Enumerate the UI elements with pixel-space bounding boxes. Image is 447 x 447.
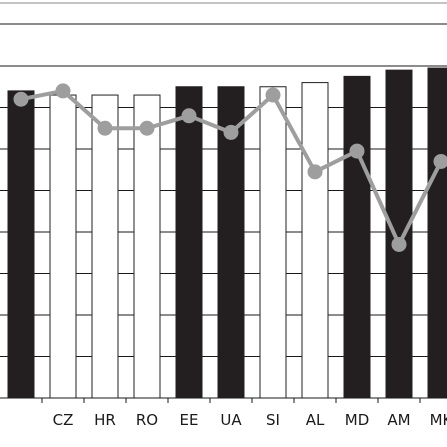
line-point: [391, 236, 407, 252]
bar: [427, 67, 447, 399]
x-tick-label: AM: [387, 411, 410, 429]
line-point: [349, 143, 365, 159]
bar-series: [0, 67, 447, 403]
line-point: [55, 83, 71, 99]
x-tick-label: HR: [94, 411, 116, 429]
bar: [385, 69, 413, 399]
bar: [175, 86, 203, 399]
bar: [91, 94, 119, 399]
line-point: [13, 91, 29, 107]
x-tick-label: MD: [345, 411, 370, 429]
bar: [133, 94, 161, 399]
line-point: [223, 124, 239, 140]
line-point: [97, 120, 113, 136]
line-point: [265, 87, 281, 103]
line-point: [433, 153, 447, 169]
bar: [7, 90, 35, 399]
line-series-path: [20, 88, 447, 247]
line-point: [139, 120, 155, 136]
x-tick-label: AL: [306, 411, 325, 429]
bar: [301, 82, 329, 399]
x-tick-label: EE: [180, 411, 199, 429]
x-tick-label: SI: [266, 411, 280, 429]
bar: [343, 75, 371, 399]
bar: [259, 86, 287, 399]
x-tick-label: RO: [136, 411, 158, 429]
line-series: [13, 83, 447, 252]
line-point: [181, 108, 197, 124]
x-tick-labels: CZHRROEEUASIALMDAMMKB...: [53, 411, 447, 429]
x-tick-label: UA: [220, 411, 242, 429]
x-tick-label: MK: [430, 411, 447, 429]
x-tick-label: CZ: [53, 411, 74, 429]
bar: [49, 94, 77, 399]
line-point: [307, 164, 323, 180]
